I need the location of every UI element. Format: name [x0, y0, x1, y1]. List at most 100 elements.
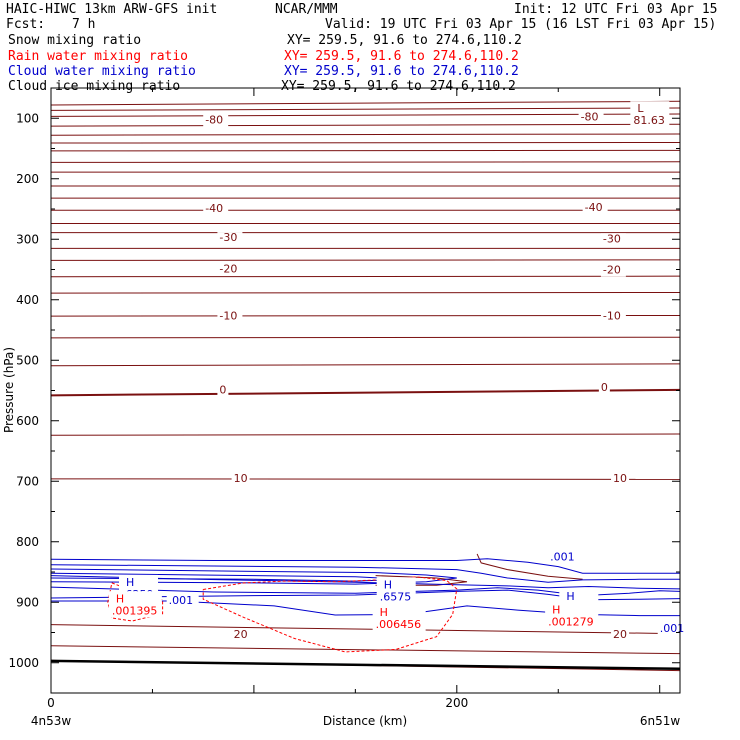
y-tick-label: 600: [16, 414, 39, 428]
y-tick-label: 200: [16, 172, 39, 186]
extremum-marker: H: [126, 576, 134, 589]
contour-label-bg: [548, 551, 581, 564]
contour-label: -40: [585, 201, 603, 214]
contour-label: -10: [219, 310, 237, 323]
isotherm-line: [50, 133, 681, 136]
isotherm-line: [375, 575, 468, 586]
y-axis-label: Pressure (hPa): [2, 347, 16, 433]
y-tick-label: 1000: [8, 656, 39, 670]
x-tick-label: 200: [445, 696, 468, 710]
contour-label: -40: [205, 202, 223, 215]
y-tick-label: 100: [16, 111, 39, 125]
extremum-marker: H: [380, 606, 388, 619]
isotherm-line: [50, 107, 681, 111]
cloud-water-contour: [50, 568, 457, 585]
extremum-marker: H: [566, 590, 574, 603]
extremum-marker: H: [116, 592, 124, 605]
isotherm-line: [50, 113, 681, 117]
extremum-value: .006456: [376, 618, 422, 631]
extremum-value: .6575: [380, 590, 412, 603]
extremum-bg: [545, 602, 599, 629]
extremum-value: 81.63: [633, 114, 665, 127]
isotherm-line: [50, 433, 681, 436]
contour-label: -30: [219, 231, 237, 244]
field-snow-xy: XY= 259.5, 91.6 to 274.6,110.2: [287, 33, 522, 48]
contour-label-bg: [598, 382, 610, 395]
contour-label-bg: [166, 595, 199, 608]
field-snow-name: Snow mixing ratio: [8, 33, 142, 48]
y-tick-label: 900: [16, 595, 39, 609]
isotherm-line: [50, 149, 681, 152]
forecast-label: Fcst:: [6, 17, 46, 32]
isotherm-line: [50, 100, 681, 106]
isotherm-line: [50, 275, 681, 278]
isotherm-line: [50, 259, 681, 261]
contour-label: -20: [603, 264, 621, 277]
cloud-water-contour: [50, 575, 681, 590]
contour-label: -20: [219, 263, 237, 276]
contour-label-bg: [600, 264, 626, 277]
isotherm-line: [50, 291, 681, 294]
isotherm-line: [50, 388, 681, 397]
extremum-bg: [108, 591, 162, 618]
extremum-bg: [376, 577, 416, 604]
x-axis-label: Distance (km): [323, 714, 407, 728]
contour-label-bg: [611, 628, 630, 641]
isotherm-line: [50, 645, 681, 655]
contour-label: -30: [603, 232, 621, 245]
contour-label: .001: [169, 594, 194, 607]
contour-label: 20: [613, 628, 627, 641]
extremum-value: .001395: [112, 604, 158, 617]
contour-label-bg: [217, 384, 229, 397]
contour-label: 0: [601, 381, 608, 394]
y-tick-label: 300: [16, 232, 39, 246]
right-endpoint-label: 6n51w: [640, 714, 681, 728]
isotherm-line: [50, 624, 681, 635]
contour-label-bg: [578, 111, 604, 124]
field-cloud-ice-name: Cloud ice mixing ratio: [8, 79, 181, 94]
valid-time: Valid: 19 UTC Fri 03 Apr 15 (16 LST Fri …: [325, 17, 717, 32]
contour-label-bg: [657, 622, 690, 635]
isotherm-line: [50, 161, 681, 163]
contour-label-bg: [217, 232, 243, 245]
y-tick-label: 500: [16, 353, 39, 367]
isotherm-line: [50, 336, 681, 339]
contour-label-bg: [231, 472, 250, 485]
contour-label-bg: [231, 628, 250, 641]
extremum-marker: H: [552, 604, 560, 617]
y-tick-label: 800: [16, 535, 39, 549]
field-cloud-water-xy: XY= 259.5, 91.6 to 274.6,110.2: [284, 64, 519, 79]
isotherm-line: [50, 123, 681, 127]
y-tick-label: 700: [16, 474, 39, 488]
contour-label: 0: [219, 384, 226, 397]
contour-label: .001: [660, 622, 685, 635]
contour-label-bg: [203, 203, 229, 216]
org-label: NCAR/MMM: [275, 2, 338, 17]
forecast-value: 7 h: [72, 17, 96, 32]
left-endpoint-label: 4n53w: [31, 714, 72, 728]
contour-label: .001: [550, 551, 575, 564]
extremum-marker: L: [637, 102, 644, 115]
isotherm-line: [50, 314, 681, 317]
field-cloud-water-name: Cloud water mixing ratio: [8, 64, 196, 79]
isotherm-line: [50, 478, 681, 480]
cloud-water-contour: [50, 558, 680, 574]
ground-line: [50, 659, 681, 671]
field-rain-xy: XY= 259.5, 91.6 to 274.6,110.2: [284, 49, 519, 64]
contour-label-bg: [217, 310, 243, 323]
contour-label: 10: [613, 472, 627, 485]
contour-label: 10: [234, 472, 248, 485]
y-tick-label: 400: [16, 293, 39, 307]
extremum-marker: H: [384, 578, 392, 591]
field-rain-name: Rain water mixing ratio: [8, 49, 189, 64]
cloud-water-contour: [51, 600, 680, 617]
cloud-water-contour: [50, 564, 680, 583]
model-title: HAIC-HIWC 13km ARW-GFS init: [6, 2, 218, 17]
contour-label-bg: [611, 472, 630, 485]
field-cloud-ice-xy: XY= 259.5, 91.6 to 274.6,110.2: [281, 79, 516, 94]
contour-label: -80: [205, 114, 223, 127]
contour-label-bg: [600, 233, 626, 246]
contour-label: 20: [234, 628, 248, 641]
contour-label-bg: [600, 310, 626, 323]
